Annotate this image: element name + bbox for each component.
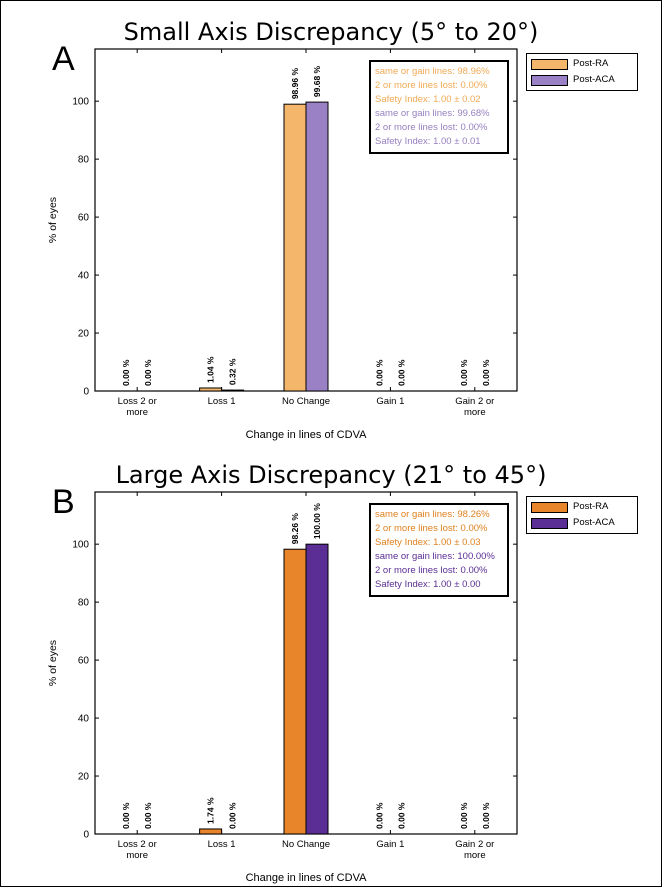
bar-data-label: 0.00 % [121,359,131,386]
bar [283,103,307,392]
chart-title: Large Axis Discrepancy (21° to 45°) [115,461,547,489]
x-tick-label: Loss 2 or [118,396,157,407]
x-tick-label: more [464,407,486,418]
bar-data-label: 0.00 % [228,802,238,829]
y-tick-label: 80 [78,155,90,166]
stats-line: same or gain lines: 98.26% [375,509,490,520]
legend-swatch [531,75,568,86]
bar-data-label: 98.96 % [290,68,300,100]
stats-line: same or gain lines: 99.68% [375,108,490,119]
x-tick-label: No Change [282,839,330,850]
bar-data-label: 0.00 % [374,802,384,829]
bar-data-label: 1.04 % [206,356,216,383]
x-tick-label: more [464,850,486,861]
stats-line: 2 or more lines lost: 0.00% [375,523,488,534]
stats-line: Safety Index: 1.00 ± 0.03 [375,537,481,548]
legend-swatch [531,518,568,529]
x-tick-label: Gain 1 [376,839,404,850]
bar-data-label: 0.00 % [396,802,406,829]
bar-data-label: 0.32 % [228,358,238,385]
x-tick-label: Loss 1 [208,839,236,850]
y-tick-label: 100 [72,97,89,108]
x-axis-label: Change in lines of CDVA [246,872,368,884]
stats-line: same or gain lines: 98.96% [375,66,490,77]
stats-line: 2 or more lines lost: 0.00% [375,565,488,576]
bar [305,543,329,835]
stats-annotation-box: same or gain lines: 98.26% 2 or more lin… [369,503,509,597]
bar-data-label: 0.00 % [459,359,469,386]
panel-label: B [52,483,75,521]
x-tick-label: Gain 1 [376,396,404,407]
x-tick-label: Loss 1 [208,396,236,407]
bar-data-label: 0.00 % [143,359,153,386]
y-tick-label: 60 [78,656,90,667]
bar-data-label: 0.00 % [481,802,491,829]
bar-data-label: 0.00 % [121,802,131,829]
legend: Post-RA Post-ACA [526,496,638,534]
x-tick-label: Loss 2 or [118,839,157,850]
bar [305,101,329,392]
bar-data-label: 0.00 % [396,359,406,386]
bar [199,387,223,392]
y-tick-label: 40 [78,714,90,725]
bar-data-label: 98.26 % [290,513,300,545]
legend: Post-RA Post-ACA [526,53,638,91]
x-tick-label: No Change [282,396,330,407]
legend-swatch [531,502,568,513]
stats-annotation-box: same or gain lines: 98.96% 2 or more lin… [369,60,509,154]
y-tick-label: 0 [83,387,89,398]
y-tick-label: 0 [83,830,89,841]
stats-line: 2 or more lines lost: 0.00% [375,80,488,91]
x-tick-label: more [126,850,148,861]
stats-line: Safety Index: 1.00 ± 0.01 [375,136,481,147]
chart-panel-b: Large Axis Discrepancy (21° to 45°) B 0 2… [0,443,662,886]
y-axis-label: % of eyes [47,640,59,686]
stats-line: 2 or more lines lost: 0.00% [375,122,488,133]
y-axis-label: % of eyes [47,197,59,243]
x-axis-label: Change in lines of CDVA [246,429,368,441]
x-tick-label: more [126,407,148,418]
y-tick-label: 20 [78,772,90,783]
y-tick-label: 100 [72,540,89,551]
chart-panel-a: Small Axis Discrepancy (5° to 20°) A 0 20… [0,0,662,443]
chart-title: Small Axis Discrepancy (5° to 20°) [123,18,539,46]
legend-label: Post-RA [573,501,609,512]
y-tick-label: 80 [78,598,90,609]
bar-data-label: 0.00 % [459,802,469,829]
stats-line: same or gain lines: 100.00% [375,551,495,562]
bar-data-label: 0.00 % [481,359,491,386]
bar-data-label: 0.00 % [143,802,153,829]
bar-data-label: 0.00 % [374,359,384,386]
bar-data-label: 100.00 % [312,503,322,539]
x-tick-label: Gain 2 or [455,839,494,850]
bar [199,828,223,835]
legend-label: Post-ACA [573,74,615,85]
y-tick-label: 20 [78,329,90,340]
legend-swatch [531,59,568,70]
stats-line: Safety Index: 1.00 ± 0.02 [375,94,481,105]
legend-label: Post-ACA [573,517,615,528]
stats-line: Safety Index: 1.00 ± 0.00 [375,579,481,590]
y-tick-label: 60 [78,213,90,224]
bar [283,548,307,835]
panel-label: A [52,40,75,78]
bar-data-label: 99.68 % [312,65,322,97]
bar-data-label: 1.74 % [206,797,216,824]
y-tick-label: 40 [78,271,90,282]
legend-label: Post-RA [573,58,609,69]
x-tick-label: Gain 2 or [455,396,494,407]
bar [221,389,245,392]
